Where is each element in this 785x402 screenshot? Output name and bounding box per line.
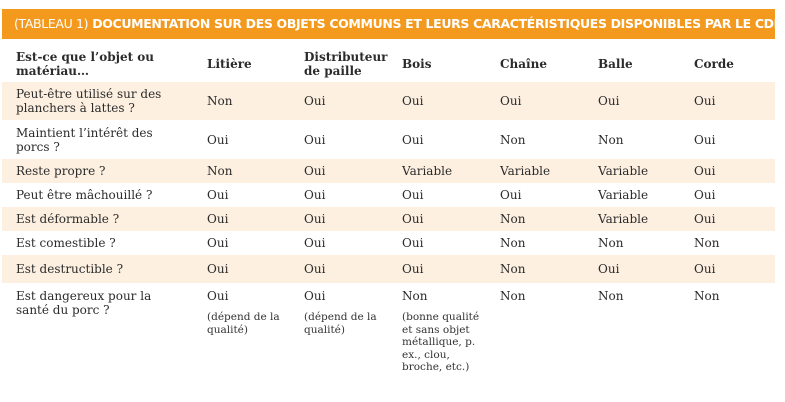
cell-note: (dépend de la qualité) — [304, 311, 377, 336]
cell-value: Non — [694, 289, 720, 303]
table-title-tag: (TABLEAU 1) — [14, 16, 89, 31]
row-label: Est destructible ? — [2, 255, 193, 283]
row-label: Est comestible ? — [16, 236, 116, 250]
table-cell: Non — [500, 132, 526, 147]
table-cell: Non — [598, 236, 624, 250]
table-cell: Oui — [207, 236, 229, 250]
row-label: Reste propre ? — [2, 159, 193, 183]
table-cell: Oui — [500, 188, 522, 202]
table-cell: Oui — [680, 82, 775, 120]
table-cell: Non — [500, 236, 526, 250]
objects-table: Est-ce que l’objet ou matériau… Litière … — [2, 46, 775, 383]
table-cell: Variable — [486, 159, 584, 183]
table-cell: Oui — [193, 207, 290, 231]
table-row: Peut-être utilisé sur des planchers à la… — [2, 82, 775, 120]
table-cell: Variable — [584, 207, 680, 231]
row-label: Maintient l’intérêt des porcs ? — [16, 125, 153, 154]
table-cell: Non — [486, 283, 584, 383]
table-cell: Non — [680, 283, 775, 383]
table-cell: Non — [193, 159, 290, 183]
table-cell: Oui — [388, 207, 486, 231]
row-label: Peut être mâchouillé ? — [16, 188, 153, 202]
row-label: Est dangereux pour la santé du porc ? — [16, 289, 152, 317]
table-cell: Non — [193, 82, 290, 120]
table-cell: Oui (dépend de la qualité) — [290, 283, 388, 383]
table-cell: Oui — [584, 82, 680, 120]
table-cell: Oui — [388, 255, 486, 283]
table-cell: Non — [694, 236, 720, 250]
table-cell: Oui — [402, 132, 424, 147]
table-cell: Non — [486, 207, 584, 231]
row-label: Peut-être utilisé sur des planchers à la… — [2, 82, 193, 120]
table-title: (TABLEAU 1) DOCUMENTATION SUR DES OBJETS… — [2, 9, 775, 39]
table-row: Maintient l’intérêt des porcs ? Oui Oui … — [2, 120, 775, 159]
cell-value: Oui — [207, 289, 229, 303]
header-chaine: Chaîne — [500, 57, 547, 71]
table-cell: Oui — [388, 82, 486, 120]
table-cell: Oui — [207, 132, 229, 147]
header-corde: Corde — [694, 57, 734, 71]
table-cell: Variable — [584, 159, 680, 183]
header-question: Est-ce que l’objet ou matériau… — [16, 50, 155, 78]
table-row: Peut être mâchouillé ? Oui Oui Oui Oui V… — [2, 183, 775, 207]
table-cell: Non (bonne qualité et sans objet métalliq… — [388, 283, 486, 383]
table-cell: Oui — [290, 159, 388, 183]
table-cell: Oui — [680, 159, 775, 183]
header-row: Est-ce que l’objet ou matériau… Litière … — [2, 46, 775, 82]
row-label: Est déformable ? — [2, 207, 193, 231]
table-row: Est destructible ? Oui Oui Oui Non Oui O… — [2, 255, 775, 283]
table-cell: Non — [486, 255, 584, 283]
table-cell: Non — [584, 283, 680, 383]
table-cell: Oui (dépend de la qualité) — [193, 283, 290, 383]
table-cell: Oui — [402, 236, 424, 250]
table-cell: Oui — [290, 207, 388, 231]
table-cell: Oui — [680, 207, 775, 231]
table-row: Reste propre ? Non Oui Variable Variable… — [2, 159, 775, 183]
table-cell: Oui — [402, 188, 424, 202]
header-bois: Bois — [402, 57, 432, 71]
table-row: Est comestible ? Oui Oui Oui Non Non Non — [2, 231, 775, 255]
cell-value: Non — [402, 289, 428, 303]
table-cell: Variable — [388, 159, 486, 183]
table-cell: Oui — [694, 188, 716, 202]
table-row: Est déformable ? Oui Oui Oui Non Variabl… — [2, 207, 775, 231]
table-cell: Oui — [304, 132, 326, 147]
table-cell: Oui — [486, 82, 584, 120]
table-cell: Oui — [290, 82, 388, 120]
table-cell: Variable — [598, 188, 649, 202]
table-cell: Non — [598, 132, 624, 147]
cell-note: (bonne qualité et sans objet métallique,… — [402, 311, 480, 373]
table-cell: Oui — [304, 236, 326, 250]
header-distributeur: Distributeur de paille — [304, 50, 388, 78]
table-cell: Oui — [290, 255, 388, 283]
cell-note: (dépend de la qualité) — [207, 311, 280, 336]
table-title-text: DOCUMENTATION SUR DES OBJETS COMMUNS ET … — [92, 16, 775, 31]
table-cell: Oui — [680, 255, 775, 283]
table-row: Est dangereux pour la santé du porc ? Ou… — [2, 283, 775, 383]
header-litiere: Litière — [207, 57, 252, 71]
cell-value: Non — [598, 289, 624, 303]
table-cell: Oui — [207, 188, 229, 202]
table-cell: Oui — [304, 188, 326, 202]
table-cell: Oui — [694, 132, 716, 147]
table-cell: Oui — [584, 255, 680, 283]
table-cell: Oui — [193, 255, 290, 283]
cell-value: Oui — [304, 289, 326, 303]
header-balle: Balle — [598, 57, 633, 71]
cell-value: Non — [500, 289, 526, 303]
